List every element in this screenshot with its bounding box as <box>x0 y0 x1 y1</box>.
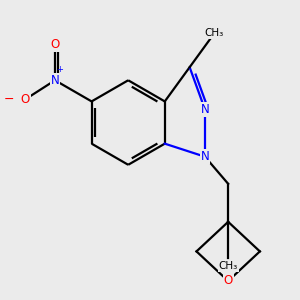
Text: N: N <box>201 150 209 163</box>
Text: O: O <box>21 93 30 106</box>
Text: CH₃: CH₃ <box>205 28 224 38</box>
Text: O: O <box>224 274 233 287</box>
Text: −: − <box>4 93 14 106</box>
Text: N: N <box>51 74 59 87</box>
Text: O: O <box>50 38 60 51</box>
Text: CH₃: CH₃ <box>218 261 238 271</box>
Text: +: + <box>57 65 64 74</box>
Text: N: N <box>201 103 209 116</box>
